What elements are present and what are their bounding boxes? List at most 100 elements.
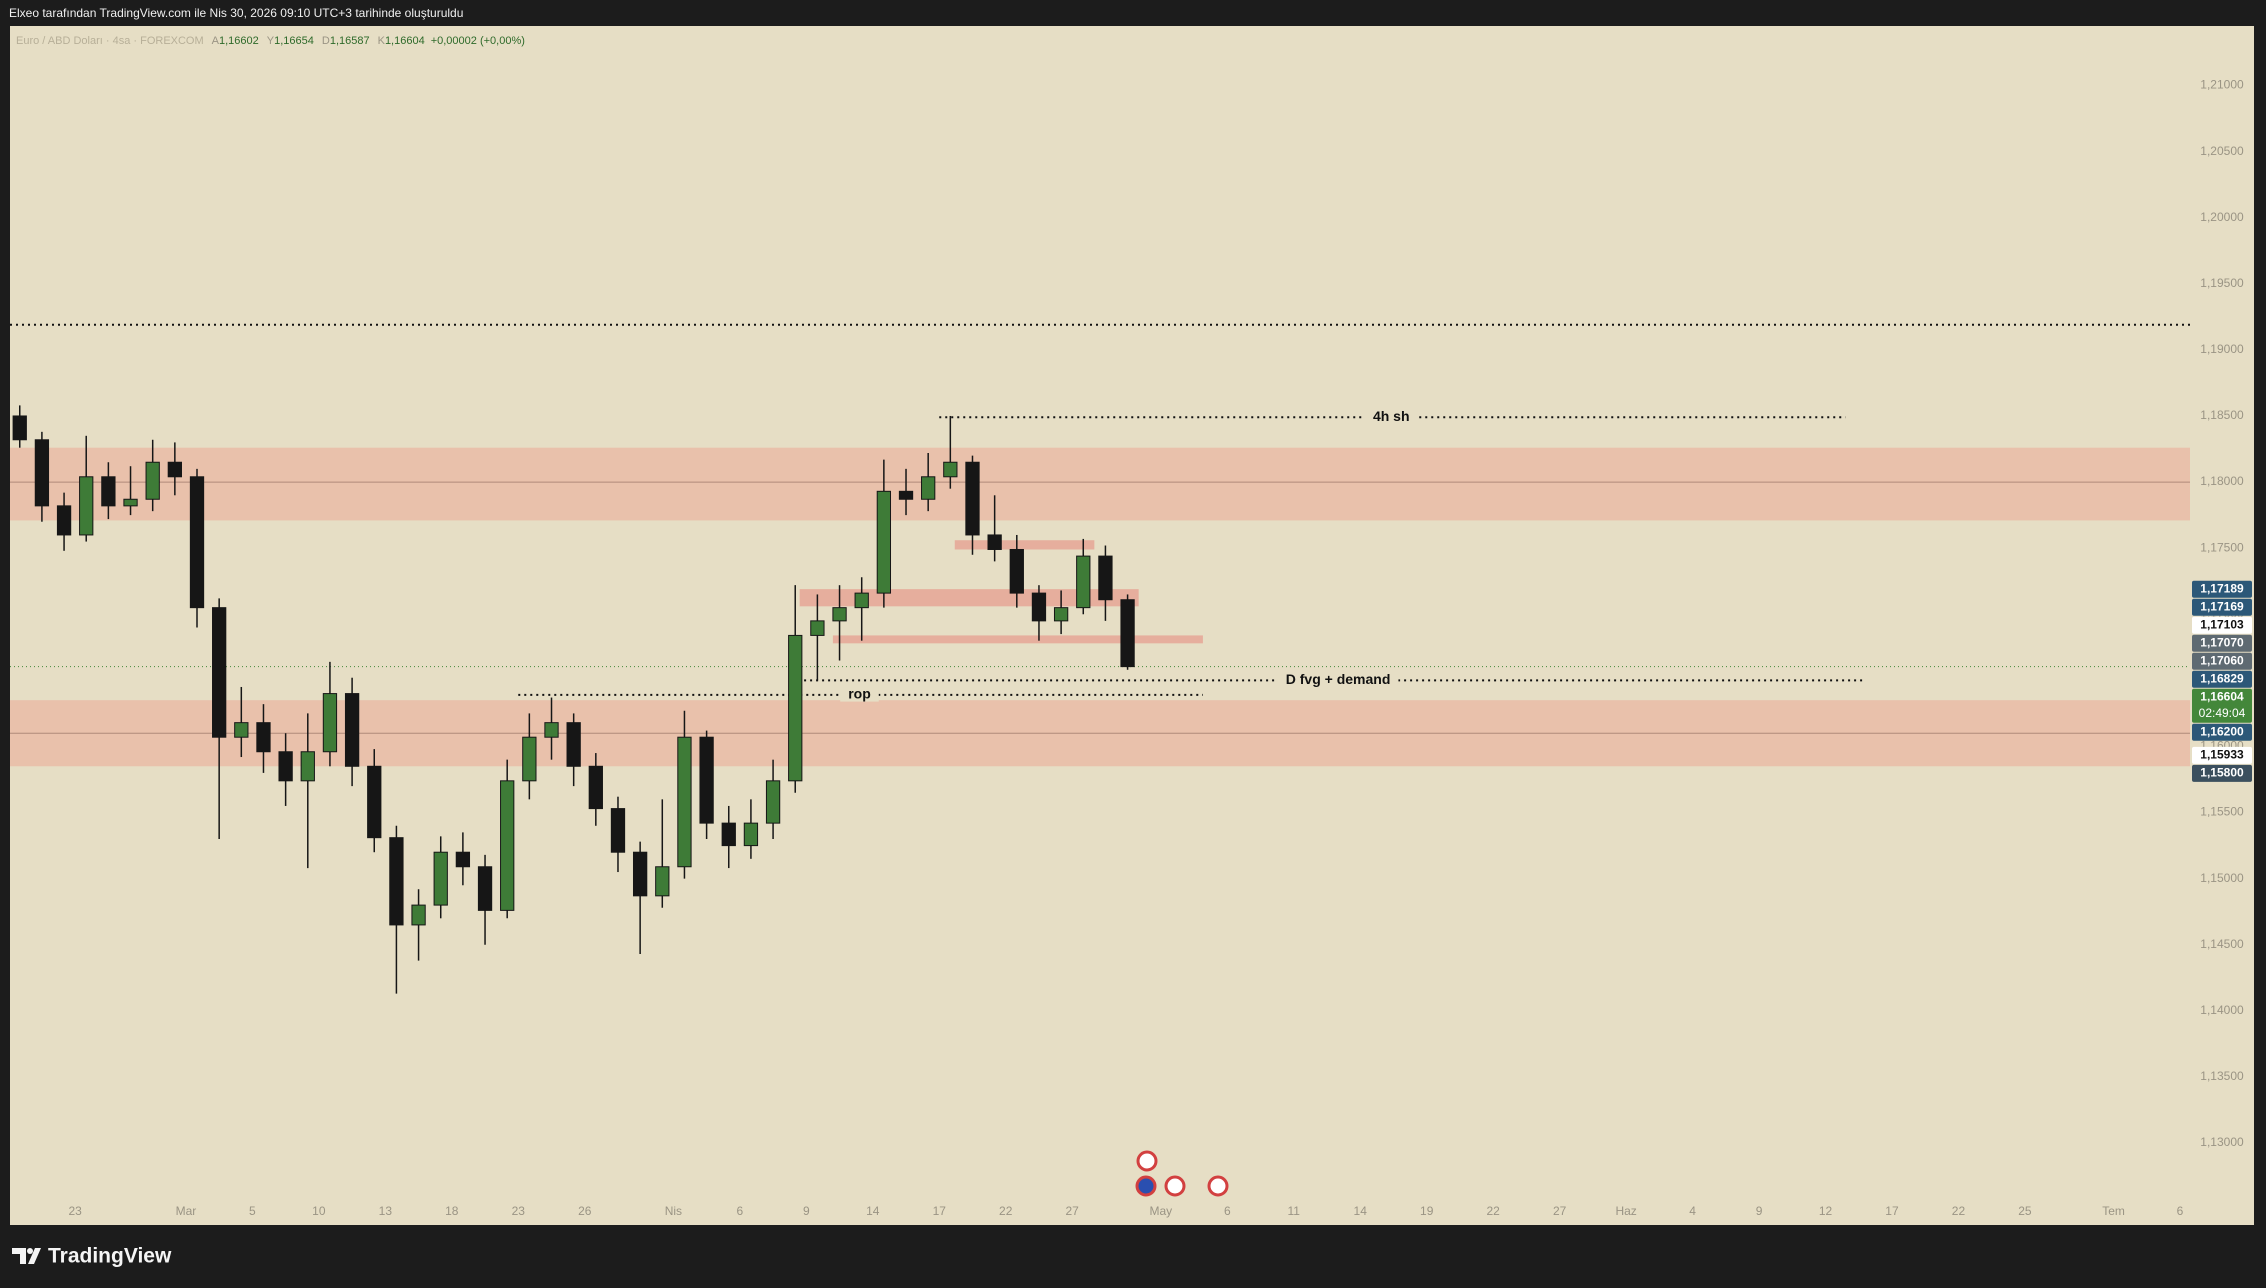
- zone: [832, 635, 1203, 644]
- price-label: 1,17060: [2200, 653, 2244, 667]
- event-icon[interactable]: [1164, 1175, 1186, 1197]
- x-tick-label: 6: [736, 1204, 743, 1218]
- price-label-box: [2192, 634, 2252, 652]
- ohlc-key: Y: [267, 35, 275, 47]
- candle-body: [12, 415, 27, 441]
- x-tick-label: 10: [312, 1204, 326, 1218]
- candle-body: [655, 866, 670, 897]
- candle-body: [79, 476, 94, 536]
- x-tick-label: 18: [445, 1204, 459, 1218]
- candle-body: [566, 722, 581, 767]
- event-icon[interactable]: [1136, 1150, 1158, 1172]
- candle-body: [965, 461, 980, 536]
- price-label-box: [2192, 598, 2252, 616]
- x-tick-label: Mar: [176, 1204, 197, 1218]
- price-label: 1,17189: [2200, 581, 2244, 595]
- x-tick-label: 13: [379, 1204, 393, 1218]
- price-label-box: [2192, 688, 2252, 723]
- y-tick-label: 1,19500: [2200, 276, 2244, 290]
- y-tick-label: 1,18000: [2200, 474, 2244, 488]
- x-tick-label: 22: [1952, 1204, 1966, 1218]
- y-tick-label: 1,20500: [2200, 144, 2244, 158]
- y-tick-label: 1,20000: [2200, 210, 2244, 224]
- price-countdown: 02:49:04: [2199, 706, 2246, 720]
- ohlc-key: D: [322, 35, 330, 47]
- x-tick-label: 22: [1486, 1204, 1500, 1218]
- y-tick-label: 1,14500: [2200, 937, 2244, 951]
- brand-logo: TradingView: [12, 1245, 172, 1268]
- candle-body: [1009, 548, 1024, 594]
- candle-body: [256, 722, 271, 753]
- x-tick-label: 14: [1354, 1204, 1368, 1218]
- candle-body: [987, 534, 1002, 550]
- candle-body: [721, 822, 736, 847]
- candle-body: [876, 490, 892, 594]
- x-tick-label: Tem: [2102, 1204, 2125, 1218]
- y-tick-label: 1,13500: [2200, 1069, 2244, 1083]
- x-tick-label: 14: [866, 1204, 880, 1218]
- candle-body: [765, 780, 781, 824]
- candle-body: [167, 461, 182, 478]
- price-label-box: [2192, 652, 2252, 670]
- y-tick-label: 1,21000: [2200, 78, 2244, 92]
- price-label: 1,16604: [2200, 689, 2244, 703]
- candle-body: [632, 851, 648, 897]
- candle-body: [189, 476, 205, 609]
- ohlc-key: A: [212, 35, 220, 47]
- candle-body: [455, 851, 471, 868]
- zone: [10, 447, 2190, 521]
- x-tick-label: 19: [1420, 1204, 1434, 1218]
- candle-body: [854, 592, 869, 609]
- candle-body: [101, 476, 116, 507]
- candle-body: [943, 461, 958, 478]
- price-label: 1,16829: [2200, 671, 2244, 685]
- price-label: 1,17103: [2200, 617, 2244, 631]
- y-tick-label: 1,17500: [2200, 540, 2244, 554]
- event-icon[interactable]: [1135, 1175, 1157, 1197]
- plot: 4h sh D fvg + demand rop 1,13000 1,13500 1,14…: [10, 78, 2252, 1218]
- level-label: rop: [848, 686, 871, 702]
- candle-body: [123, 498, 138, 507]
- x-tick-label: 25: [2018, 1204, 2032, 1218]
- x-tick-label: 17: [933, 1204, 947, 1218]
- candle-body: [677, 736, 692, 868]
- candle-body: [544, 722, 559, 738]
- y-tick-label: 1,15500: [2200, 805, 2244, 819]
- price-label: 1,17070: [2200, 635, 2244, 649]
- candle-body: [433, 851, 448, 906]
- candle-body: [477, 866, 493, 911]
- candle-body: [699, 736, 714, 824]
- x-tick-label: 17: [1885, 1204, 1899, 1218]
- level-label: 4h sh: [1373, 408, 1410, 424]
- price-label-box: [2192, 616, 2252, 634]
- y-tick-label: 1,18500: [2200, 408, 2244, 422]
- x-tick-label: 11: [1288, 1204, 1301, 1218]
- x-tick-label: 9: [803, 1204, 810, 1218]
- candle-body: [344, 693, 360, 767]
- candle-body: [1098, 555, 1113, 601]
- zone: [954, 540, 1095, 550]
- price-label-box: [2192, 580, 2252, 598]
- x-tick-label: 27: [1553, 1204, 1567, 1218]
- y-tick-label: 1,19000: [2200, 342, 2244, 356]
- level-label: D fvg + demand: [1286, 671, 1391, 687]
- price-label: 1,17169: [2200, 599, 2244, 613]
- x-tick-label: 4: [1689, 1204, 1696, 1218]
- candle-body: [212, 607, 227, 738]
- candle-body: [1031, 592, 1047, 622]
- x-tick-label: 23: [512, 1204, 526, 1218]
- event-icon[interactable]: [1207, 1175, 1229, 1197]
- candle-body: [1120, 599, 1135, 668]
- x-tick-label: 9: [1756, 1204, 1763, 1218]
- candle-body: [610, 808, 626, 853]
- logo-dot: [27, 1248, 33, 1254]
- candle-body: [1076, 555, 1091, 609]
- y-tick-label: 1,15000: [2200, 871, 2244, 885]
- price-label-box: [2192, 746, 2252, 764]
- header-title: Elxeo tarafından TradingView.com ile Nis…: [9, 6, 463, 20]
- change: +0,00002 (+0,00%): [431, 35, 525, 47]
- candle-body: [588, 765, 603, 810]
- candle-body: [788, 634, 803, 782]
- ohlc-value: 1,16604: [385, 35, 425, 47]
